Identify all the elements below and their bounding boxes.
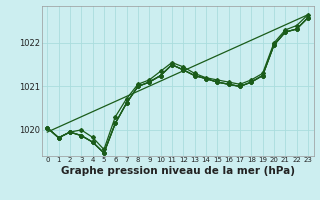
X-axis label: Graphe pression niveau de la mer (hPa): Graphe pression niveau de la mer (hPa) [60,166,295,176]
